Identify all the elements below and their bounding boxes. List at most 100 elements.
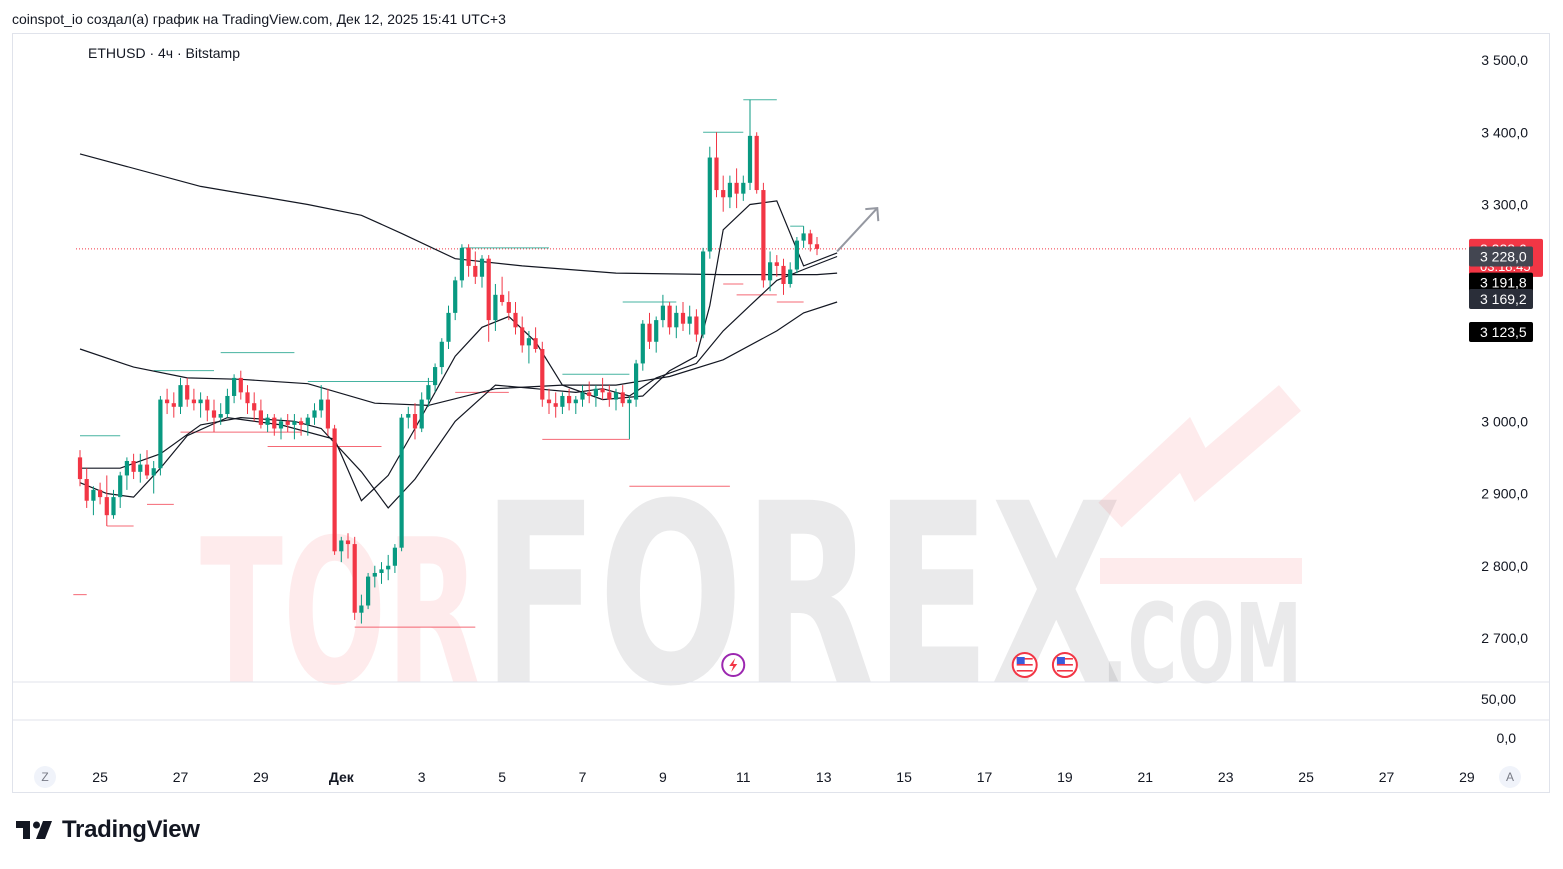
candle-down — [466, 244, 471, 277]
candle-body — [171, 403, 176, 407]
ma-slow-line — [79, 153, 838, 276]
candle-body — [714, 157, 719, 191]
x-tick-label: 29 — [253, 769, 269, 785]
candle-body — [500, 294, 505, 303]
candle-up — [701, 247, 706, 339]
candle-body — [191, 399, 196, 404]
candle-up — [372, 565, 377, 588]
candle-body — [439, 341, 444, 368]
tradingview-logo-text: TradingView — [62, 816, 200, 843]
ma-value-badge — [1469, 246, 1533, 267]
candle-up — [278, 417, 284, 440]
watermark-arrow — [1098, 385, 1302, 528]
candle-up — [312, 403, 317, 425]
candle-down — [205, 395, 210, 422]
candle-down — [144, 450, 150, 480]
candle-up — [560, 392, 565, 415]
symbol-title[interactable]: ETHUSD · 4ч · Bitstamp — [88, 45, 240, 61]
candle-down — [814, 237, 820, 256]
candle-up — [198, 392, 203, 418]
candle-up — [178, 377, 183, 415]
candle-down — [546, 388, 552, 415]
candle-body — [285, 421, 290, 425]
lower-pane-tick: 50,00 — [1481, 691, 1516, 707]
candle-up — [613, 388, 619, 411]
candle-body — [433, 367, 438, 386]
auto-scale-button[interactable]: A — [1499, 766, 1521, 788]
y-tick-label: 2 800,0 — [1481, 558, 1528, 574]
candle-down — [77, 450, 83, 487]
candle-down — [238, 370, 243, 400]
candle-up — [788, 262, 793, 288]
candle-body — [319, 399, 324, 411]
x-tick-label: 27 — [173, 769, 189, 785]
candle-body — [546, 399, 552, 404]
candle-body — [613, 392, 619, 400]
y-tick-label: 3 500,0 — [1481, 52, 1528, 68]
candle-up — [292, 414, 297, 440]
candle-down — [540, 341, 545, 407]
candle-body — [808, 233, 813, 245]
candle-body — [794, 240, 799, 270]
x-tick-label: 25 — [1298, 769, 1314, 785]
candle-up — [768, 251, 773, 292]
candle-body — [580, 392, 585, 400]
candle-down — [325, 388, 330, 436]
candle-body — [801, 233, 806, 241]
candle-body — [707, 157, 712, 252]
candle-down — [808, 229, 813, 252]
candle-up — [232, 374, 237, 404]
candle-body — [245, 392, 250, 404]
candle-body — [218, 414, 223, 418]
candle-body — [453, 280, 458, 313]
candle-down — [211, 399, 217, 433]
us-flag-event-icon — [1011, 652, 1038, 678]
candle-up — [124, 457, 129, 490]
candle-down — [104, 475, 109, 527]
candle-up — [640, 320, 645, 371]
candle-body — [77, 457, 83, 480]
candle-down — [412, 403, 418, 440]
candle-body — [205, 399, 210, 411]
candle-body — [131, 460, 136, 472]
candle-body — [540, 349, 545, 400]
candle-up — [138, 453, 143, 483]
candle-body — [533, 338, 538, 349]
timezone-button[interactable]: Z — [34, 766, 56, 788]
watermark-com: .COM — [1102, 580, 1302, 708]
candle-body — [305, 417, 310, 425]
ma-value-badge — [1469, 272, 1533, 293]
tradingview-logo[interactable]: TradingView — [16, 816, 200, 844]
candle-down — [98, 482, 103, 505]
candle-down — [533, 327, 538, 353]
x-tick-label: 13 — [816, 769, 832, 785]
x-tick-label: 25 — [92, 769, 108, 785]
candle-body — [620, 392, 625, 404]
candle-body — [392, 547, 397, 566]
candle-body — [680, 312, 686, 324]
watermark-tor: TOR — [200, 497, 480, 730]
candle-body — [727, 182, 732, 198]
candle-down — [567, 388, 572, 411]
candle-body — [419, 399, 424, 429]
ma-long-line — [79, 301, 838, 407]
candle-up — [479, 255, 485, 288]
x-tick-label: Дек — [329, 769, 355, 785]
candle-body — [768, 262, 773, 281]
lower-pane-tick: 0,0 — [1497, 730, 1517, 746]
candle-up — [111, 489, 116, 519]
candle-body — [299, 421, 304, 425]
candle-body — [694, 316, 699, 335]
candle-down — [252, 392, 257, 422]
candle-body — [634, 363, 639, 400]
candle-body — [654, 320, 659, 342]
candle-down — [473, 251, 478, 284]
candle-body — [225, 395, 230, 415]
candle-down — [774, 255, 779, 277]
candle-down — [600, 377, 605, 400]
x-tick-label: 29 — [1459, 769, 1475, 785]
candle-body — [312, 410, 317, 418]
candle-body — [104, 497, 109, 516]
candle-body — [660, 305, 665, 321]
